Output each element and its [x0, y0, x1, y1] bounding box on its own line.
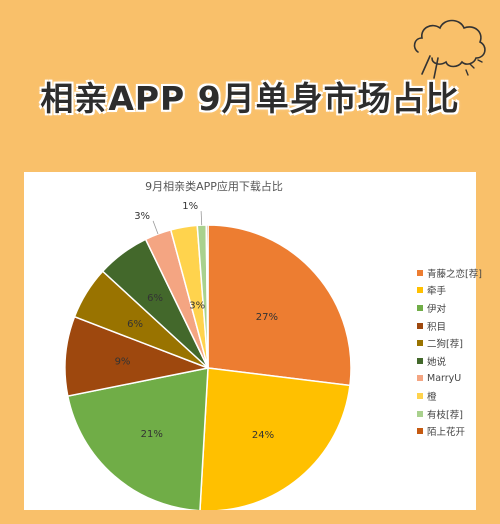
pie-slice-9	[205, 224, 209, 369]
slice-label-3: 9%	[115, 357, 131, 368]
legend-swatch-4	[417, 340, 423, 347]
slice-label-4: 6%	[127, 319, 143, 330]
pie-slice-3	[64, 315, 211, 397]
legend-label-0: 青藤之恋[荐]	[427, 268, 482, 280]
banner-title: 相亲APP 9月单身市场占比	[40, 79, 460, 118]
slice-label-5: 6%	[147, 293, 163, 304]
legend-item-1: 牵手	[417, 282, 482, 300]
legend-item-2: 伊对	[417, 299, 482, 317]
chart-legend: 青藤之恋[荐] 牵手伊对积目二狗[荐] 她说 MarryU 橙有枝[荐] 陌上花开	[417, 264, 482, 440]
pie-slice-1	[199, 367, 351, 510]
cloud-doodle-icon	[413, 19, 486, 79]
bottom-strip	[0, 510, 500, 524]
legend-label-8: 有枝[荐]	[427, 409, 463, 421]
legend-item-5: 她说	[417, 352, 482, 370]
pie-slice-2	[66, 367, 209, 510]
legend-item-9: 陌上花开	[417, 422, 482, 440]
legend-item-3: 积目	[417, 317, 482, 335]
legend-swatch-8	[417, 410, 423, 417]
legend-swatch-5	[417, 357, 423, 364]
legend-swatch-9	[417, 428, 423, 435]
slice-label-1: 24%	[252, 430, 274, 441]
legend-item-8: 有枝[荐]	[417, 405, 482, 423]
slice-label-7: 3%	[189, 301, 205, 312]
slice-label-2: 21%	[141, 429, 163, 440]
legend-item-0: 青藤之恋[荐]	[417, 264, 482, 282]
pie-chart: 27% 24% 21% 9% 6% 6% 3% 3% 1%	[64, 201, 352, 510]
slice-label-6: 3%	[134, 211, 150, 222]
chart-card: 9月相亲类APP应用下载占比 27% 24% 21% 9% 6% 6% 3% 3% 1% 青藤之…	[24, 172, 482, 510]
slice-label-0: 27%	[256, 312, 278, 323]
legend-swatch-0	[417, 269, 423, 276]
leader-line-8	[200, 211, 203, 226]
legend-label-4: 二狗[荐]	[427, 339, 463, 351]
legend-label-5: 她说	[427, 356, 447, 368]
legend-swatch-6	[417, 375, 423, 382]
legend-swatch-3	[417, 322, 423, 329]
legend-label-2: 伊对	[427, 303, 447, 315]
legend-label-1: 牵手	[427, 286, 447, 298]
legend-label-3: 积目	[427, 321, 447, 333]
legend-item-4: 二狗[荐]	[417, 334, 482, 352]
pie-slice-0	[207, 224, 352, 387]
legend-item-7: 橙	[417, 387, 482, 405]
slice-label-8: 1%	[182, 201, 198, 212]
legend-label-7: 橙	[427, 391, 437, 403]
legend-swatch-2	[417, 304, 423, 311]
legend-swatch-7	[417, 392, 423, 399]
legend-label-9: 陌上花开	[427, 427, 466, 439]
legend-item-6: MarryU	[417, 370, 482, 388]
legend-swatch-1	[417, 287, 423, 294]
chart-title: 9月相亲类APP应用下载占比	[145, 180, 283, 193]
leader-line-6	[152, 220, 159, 235]
legend-label-6: MarryU	[427, 372, 462, 384]
